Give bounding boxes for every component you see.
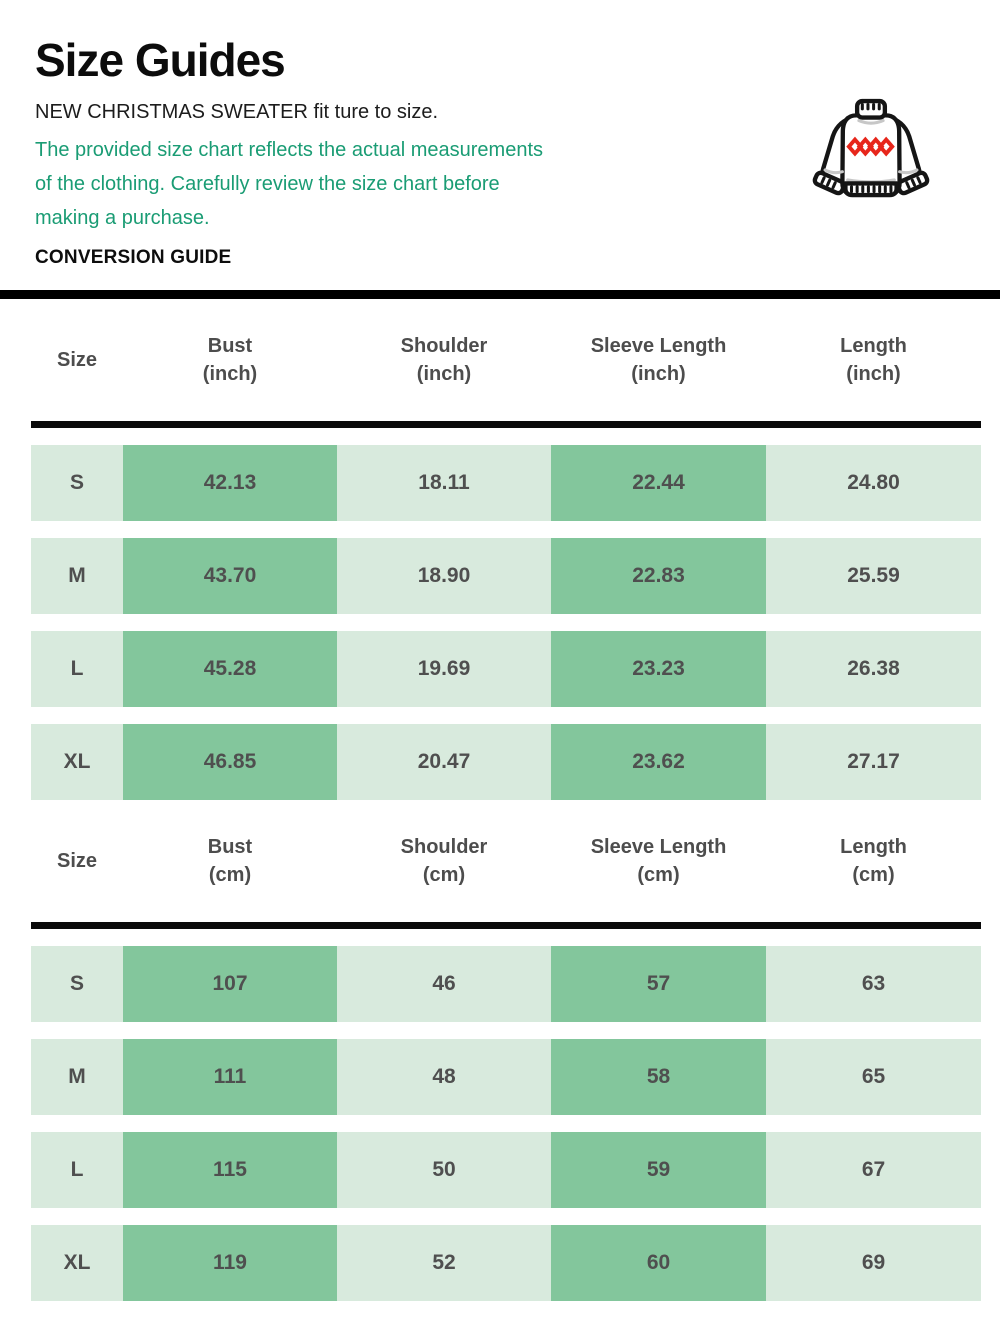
shoulder-cell: 52 [337, 1225, 551, 1301]
column-header-bust: Bust (cm) [207, 836, 253, 886]
length-cell: 27.17 [766, 724, 981, 800]
length-cell: 25.59 [766, 538, 981, 614]
bust-cell: 42.13 [123, 445, 337, 521]
table-row-xl: XL 46.85 20.47 23.62 27.17 [31, 724, 981, 800]
size-chart-note: The provided size chart reflects the act… [35, 133, 1000, 235]
length-cell: 69 [766, 1225, 981, 1301]
table-row-s: S 42.13 18.11 22.44 24.80 [31, 445, 981, 521]
shoulder-cell: 20.47 [337, 724, 551, 800]
section-divider-bar [0, 290, 1000, 299]
column-header-length: Length (inch) [840, 335, 907, 385]
bust-cell: 43.70 [123, 538, 337, 614]
christmas-sweater-icon [812, 98, 930, 198]
bust-cell: 115 [123, 1132, 337, 1208]
shoulder-cell: 18.90 [337, 538, 551, 614]
page-title: Size Guides [35, 34, 286, 86]
note-line: of the clothing. Carefully review the si… [35, 173, 500, 195]
length-cell: 24.80 [766, 445, 981, 521]
bust-cell: 46.85 [123, 724, 337, 800]
shoulder-cell: 46 [337, 946, 551, 1022]
sleeve-length-cell: 60 [551, 1225, 766, 1301]
note-line: making a purchase. [35, 207, 210, 229]
shoulder-cell: 50 [337, 1132, 551, 1208]
size-cell: XL [31, 1225, 123, 1301]
note-line: The provided size chart reflects the act… [35, 139, 544, 161]
bust-cell: 107 [123, 946, 337, 1022]
table-row-l: L 115 50 59 67 [31, 1132, 981, 1208]
table-row-m: M 111 48 58 65 [31, 1039, 981, 1115]
length-cell: 63 [766, 946, 981, 1022]
size-cell: M [31, 1039, 123, 1115]
size-cell: S [31, 445, 123, 521]
shoulder-cell: 19.69 [337, 631, 551, 707]
size-cell: L [31, 631, 123, 707]
fit-subtitle: NEW CHRISTMAS SWEATER fit ture to size. [35, 101, 439, 123]
bust-cell: 111 [123, 1039, 337, 1115]
sleeve-length-cell: 23.23 [551, 631, 766, 707]
column-header-sleeve-length: Sleeve Length (cm) [590, 836, 727, 886]
sleeve-length-cell: 22.44 [551, 445, 766, 521]
size-cell: M [31, 538, 123, 614]
size-cell: S [31, 946, 123, 1022]
sleeve-length-cell: 22.83 [551, 538, 766, 614]
shoulder-cell: 18.11 [337, 445, 551, 521]
length-cell: 26.38 [766, 631, 981, 707]
sleeve-length-cell: 58 [551, 1039, 766, 1115]
table-header-row: Size Bust (cm) Shoulder (cm) Sleeve Leng… [31, 800, 981, 922]
header-underline [31, 922, 981, 929]
sleeve-length-cell: 23.62 [551, 724, 766, 800]
page-header: Size Guides NEW CHRISTMAS SWEATER fit tu… [0, 0, 1000, 269]
column-header-sleeve-length: Sleeve Length (inch) [590, 335, 727, 385]
bust-cell: 119 [123, 1225, 337, 1301]
sweater-ribbing [820, 103, 922, 194]
size-table-inch: Size Bust (inch) Shoulder (inch) Sleeve … [31, 299, 981, 800]
column-header-size: Size [56, 349, 98, 371]
sleeve-length-cell: 57 [551, 946, 766, 1022]
column-header-shoulder: Shoulder (cm) [400, 836, 488, 886]
size-table-cm: Size Bust (cm) Shoulder (cm) Sleeve Leng… [31, 800, 981, 1301]
column-header-bust: Bust (inch) [202, 335, 258, 385]
column-header-length: Length (cm) [840, 836, 907, 886]
table-row-xl: XL 119 52 60 69 [31, 1225, 981, 1301]
table-row-s: S 107 46 57 63 [31, 946, 981, 1022]
length-cell: 65 [766, 1039, 981, 1115]
size-cell: XL [31, 724, 123, 800]
shoulder-cell: 48 [337, 1039, 551, 1115]
sweater-hem [843, 181, 899, 198]
header-underline [31, 421, 981, 428]
column-header-shoulder: Shoulder (inch) [400, 335, 488, 385]
size-cell: L [31, 1132, 123, 1208]
sleeve-length-cell: 59 [551, 1132, 766, 1208]
conversion-guide-label: CONVERSION GUIDE [35, 247, 232, 268]
table-row-l: L 45.28 19.69 23.23 26.38 [31, 631, 981, 707]
table-header-row: Size Bust (inch) Shoulder (inch) Sleeve … [31, 299, 981, 421]
diamond-pattern [846, 136, 895, 157]
length-cell: 67 [766, 1132, 981, 1208]
table-row-m: M 43.70 18.90 22.83 25.59 [31, 538, 981, 614]
column-header-size: Size [56, 850, 98, 872]
bust-cell: 45.28 [123, 631, 337, 707]
